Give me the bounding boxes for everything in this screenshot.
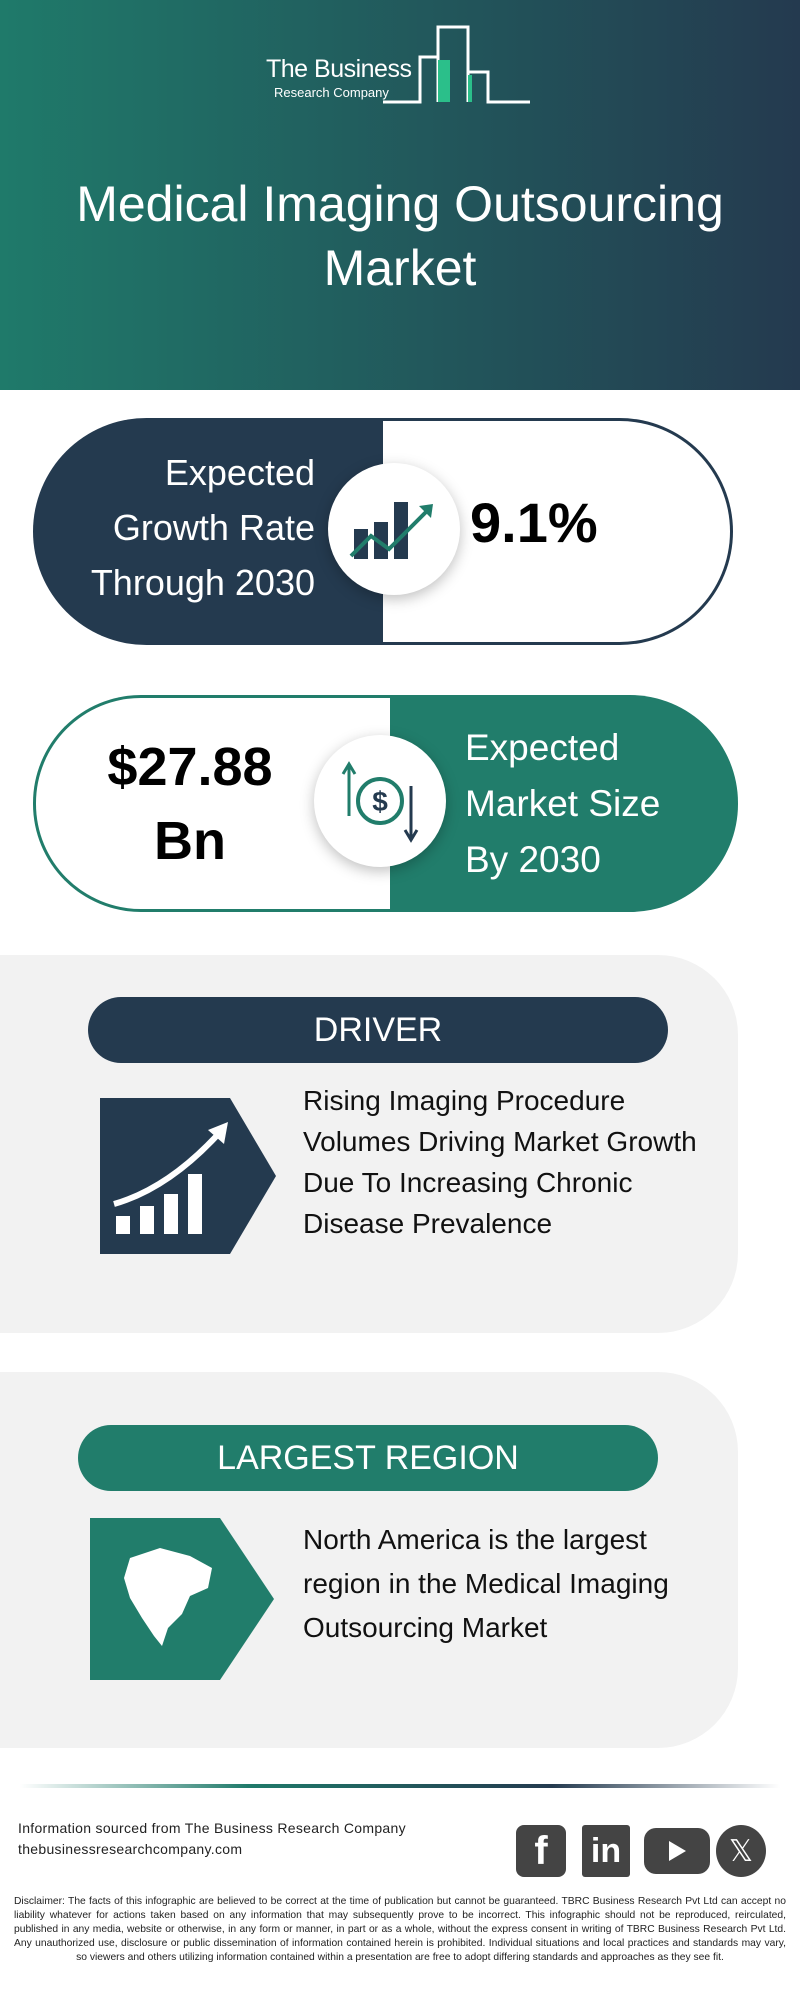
label-line: Expected	[164, 452, 315, 493]
website-link[interactable]: thebusinessresearchcompany.com	[18, 1841, 243, 1857]
north-america-map-icon	[90, 1518, 274, 1680]
text-line: Outsourcing Market	[303, 1612, 548, 1643]
market-size-card-left	[33, 695, 393, 912]
youtube-icon[interactable]	[644, 1828, 710, 1874]
dollar-exchange-icon: $	[314, 735, 446, 867]
region-heading: LARGEST REGION	[78, 1425, 658, 1491]
label-line: Market Size	[465, 783, 661, 824]
market-size-label: Expected Market Size By 2030	[465, 720, 660, 888]
disclaimer: Disclaimer: The facts of this infographi…	[14, 1896, 786, 1963]
growth-card-right	[383, 418, 733, 645]
facebook-icon[interactable]: f	[516, 1825, 566, 1877]
header-banner	[0, 0, 800, 390]
region-text: North America is the largest region in th…	[303, 1518, 669, 1650]
logo-buildings-icon	[383, 25, 530, 104]
growth-card-left	[33, 418, 383, 645]
x-icon[interactable]: 𝕏	[716, 1825, 766, 1877]
title-line: Medical Imaging Outsourcing	[76, 176, 724, 232]
text-line: region in the Medical Imaging	[303, 1568, 669, 1599]
svg-text:$: $	[372, 786, 388, 817]
driver-text: Rising Imaging Procedure Volumes Driving …	[303, 1080, 697, 1244]
driver-heading: DRIVER	[88, 997, 668, 1063]
text-line: Due To Increasing Chronic	[303, 1167, 633, 1198]
text-line: Disease Prevalence	[303, 1208, 553, 1239]
text-line: North America is the largest	[303, 1524, 647, 1555]
text-line: Volumes Driving Market Growth	[303, 1126, 697, 1157]
growth-label: Expected Growth Rate Through 2030	[50, 445, 315, 610]
logo-subtext: Research Company	[274, 85, 389, 100]
logo-text: The Business	[266, 55, 412, 83]
label-line: By 2030	[465, 839, 601, 880]
value-line: $27.88	[107, 737, 273, 797]
market-size-value: $27.88 Bn	[60, 730, 320, 878]
label-line: Growth Rate	[112, 507, 315, 548]
market-size-card-right	[390, 695, 738, 912]
page-title: Medical Imaging Outsourcing Market	[0, 172, 800, 300]
rising-bar-chart-icon	[100, 1098, 276, 1254]
label-line: Expected	[465, 727, 620, 768]
source-text: Information sourced from The Business Re…	[18, 1820, 406, 1836]
footer-divider	[20, 1784, 780, 1788]
growth-chart-icon	[328, 463, 460, 595]
label-line: Through 2030	[90, 562, 315, 603]
linkedin-icon[interactable]: in	[582, 1825, 630, 1877]
title-line: Market	[323, 240, 477, 296]
growth-rate-value: 9.1%	[470, 491, 598, 554]
text-line: Rising Imaging Procedure	[303, 1085, 626, 1116]
value-line: Bn	[154, 811, 226, 871]
